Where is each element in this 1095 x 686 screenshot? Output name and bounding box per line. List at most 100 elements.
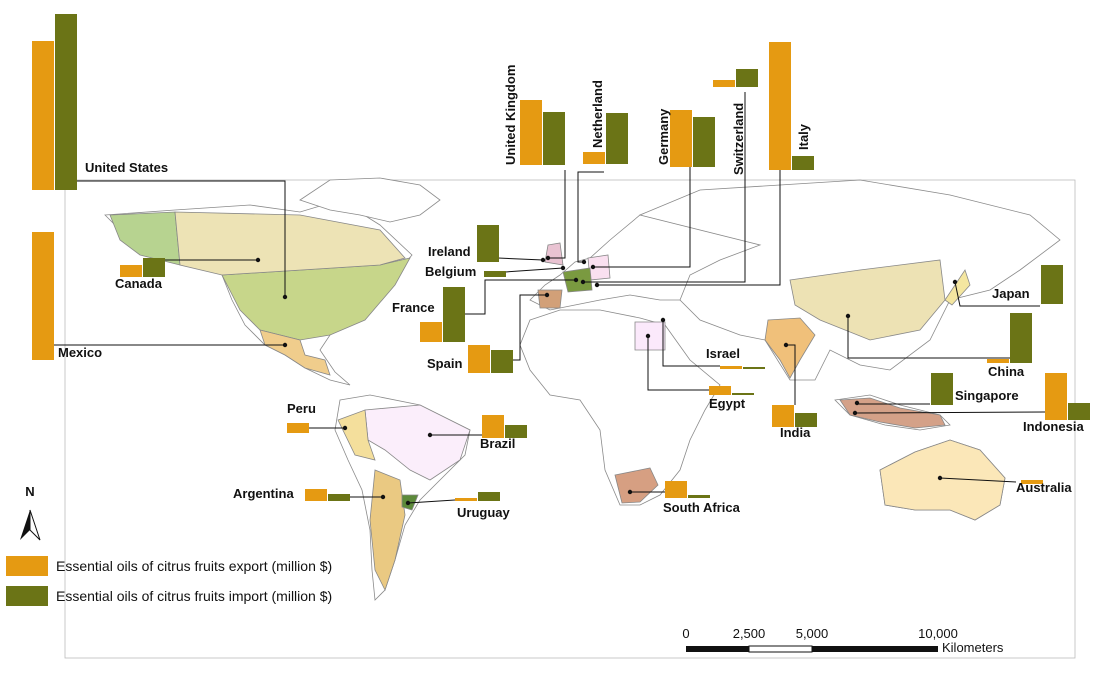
- country-label: Uruguay: [457, 505, 511, 520]
- legend-label: Essential oils of citrus fruits import (…: [56, 588, 332, 604]
- export-bar: [987, 359, 1009, 363]
- country-label: Argentina: [233, 486, 294, 501]
- leader-line: [662, 320, 720, 367]
- country-label: Egypt: [709, 396, 746, 411]
- leader-line: [77, 180, 286, 297]
- bar-layer: United States Mexico Canada United Kingdom N…: [32, 14, 1090, 520]
- export-bar: [420, 322, 442, 342]
- legend-swatch: [6, 586, 48, 606]
- export-bar: [32, 41, 54, 190]
- location-dot: [852, 410, 858, 416]
- location-dot: [854, 400, 860, 406]
- location-dot: [342, 425, 348, 431]
- export-bar: [713, 80, 735, 87]
- location-dot: [282, 342, 288, 348]
- location-dot: [540, 257, 546, 263]
- country-label: Ireland: [428, 244, 471, 259]
- import-bar: [1041, 265, 1063, 304]
- export-bar: [520, 100, 542, 165]
- location-dot: [783, 342, 789, 348]
- import-bar: [477, 225, 499, 262]
- export-bar: [305, 489, 327, 501]
- leader-line: [597, 170, 781, 286]
- leader-line: [583, 92, 746, 283]
- country-label: United Kingdom: [503, 65, 518, 165]
- land: [64, 177, 1076, 659]
- import-bar: [443, 287, 465, 342]
- import-bar: [505, 425, 527, 438]
- country-label: China: [988, 364, 1025, 379]
- location-dot: [845, 313, 851, 319]
- country-label: South Africa: [663, 500, 741, 515]
- leader-line: [504, 267, 564, 273]
- location-dot: [560, 265, 566, 271]
- leader-line: [548, 170, 566, 259]
- leader-line: [577, 171, 604, 263]
- import-bar: [143, 258, 165, 277]
- import-bar: [736, 69, 758, 87]
- legend: Essential oils of citrus fruits export (…: [6, 556, 332, 606]
- import-bar: [491, 350, 513, 373]
- import-bar: [328, 494, 350, 501]
- country-label: Spain: [427, 356, 462, 371]
- north-label: N: [25, 484, 34, 499]
- export-bar: [287, 423, 309, 433]
- import-bar: [931, 373, 953, 405]
- leader-line: [513, 294, 547, 361]
- country-label: United States: [85, 160, 168, 175]
- import-bar: [1010, 313, 1032, 363]
- export-bar: [670, 110, 692, 167]
- leader-line: [497, 257, 544, 261]
- location-dot: [580, 279, 586, 285]
- export-bar: [32, 232, 54, 360]
- location-dot: [573, 277, 579, 283]
- export-bar: [1021, 480, 1043, 484]
- import-bar: [478, 492, 500, 501]
- country-label: Australia: [1016, 480, 1072, 495]
- export-bar: [769, 42, 791, 170]
- export-bar: [772, 405, 794, 427]
- location-dot: [405, 500, 411, 506]
- location-dot: [545, 255, 551, 261]
- location-dot: [937, 475, 943, 481]
- country-label: Israel: [706, 346, 740, 361]
- scale-unit: Kilometers: [942, 640, 1004, 655]
- country-label: India: [780, 425, 811, 440]
- export-bar: [120, 265, 142, 277]
- import-bar: [688, 495, 710, 498]
- country-label: Netherland: [590, 80, 605, 148]
- import-bar: [543, 112, 565, 165]
- location-dot: [590, 264, 596, 270]
- country-label: Peru: [287, 401, 316, 416]
- location-dot: [427, 432, 433, 438]
- location-dot: [645, 333, 651, 339]
- location-dot: [952, 279, 958, 285]
- location-dot: [282, 294, 288, 300]
- location-dot: [594, 282, 600, 288]
- import-bar: [1068, 403, 1090, 420]
- leader-line: [786, 344, 796, 405]
- import-bar: [795, 413, 817, 427]
- country-label: France: [392, 300, 435, 315]
- import-bar: [606, 113, 628, 164]
- import-bar: [743, 367, 765, 369]
- leader-line: [854, 411, 1046, 414]
- export-bar: [583, 152, 605, 164]
- location-dot: [380, 494, 386, 500]
- country-label: Mexico: [58, 345, 102, 360]
- location-dot: [255, 257, 261, 263]
- scale-label: 10,000: [918, 626, 958, 641]
- country-label: Germany: [656, 108, 671, 165]
- import-bar: [792, 156, 814, 170]
- scale-label: 2,500: [733, 626, 766, 641]
- leader-line: [939, 477, 1017, 483]
- scale-label: 0: [682, 626, 689, 641]
- legend-label: Essential oils of citrus fruits export (…: [56, 558, 332, 574]
- export-bar: [455, 498, 477, 501]
- import-bar: [484, 271, 506, 277]
- leader-line: [593, 167, 691, 268]
- export-bar: [720, 366, 742, 369]
- location-dot: [660, 317, 666, 323]
